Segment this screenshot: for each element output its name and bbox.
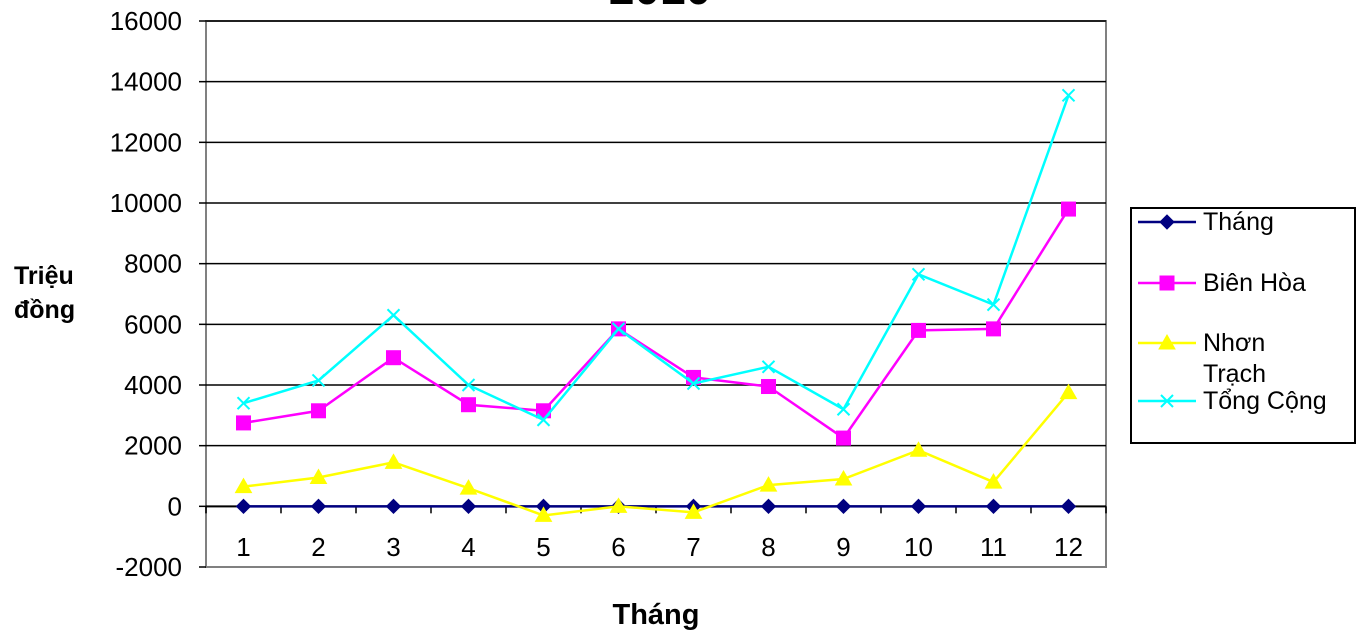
data-point <box>984 473 1003 489</box>
series-line <box>243 208 1070 440</box>
y-tick-label: 10000 <box>110 188 182 218</box>
x-tick-label: 5 <box>536 532 550 562</box>
data-point <box>761 379 776 395</box>
series-line <box>243 391 1070 517</box>
x-tick-label: 10 <box>904 532 933 562</box>
data-point <box>1061 88 1076 103</box>
data-point <box>836 430 851 446</box>
legend-label: Tổng Cộng <box>1203 387 1327 415</box>
x-tick-label: 7 <box>686 532 700 562</box>
data-point <box>236 396 251 410</box>
data-point <box>310 498 327 515</box>
data-point <box>235 498 252 515</box>
data-point <box>309 468 328 485</box>
y-tick-label: 14000 <box>110 67 182 97</box>
data-point <box>761 360 776 374</box>
legend-swatch-marker <box>1158 333 1176 350</box>
data-point <box>386 308 401 322</box>
y-tick-label: 8000 <box>124 249 182 279</box>
data-point <box>609 497 628 513</box>
data-point <box>835 498 852 515</box>
plot-area <box>205 20 1107 568</box>
data-point <box>834 470 853 486</box>
data-point <box>1060 498 1077 515</box>
data-point <box>760 498 777 515</box>
series-1 <box>236 201 1076 446</box>
series-0 <box>235 498 1077 515</box>
data-point <box>236 415 251 431</box>
data-point <box>759 476 778 492</box>
legend-label: Nhơn <box>1203 329 1265 357</box>
data-point <box>611 322 626 336</box>
data-point <box>684 503 703 519</box>
data-point <box>234 477 253 494</box>
data-point <box>910 498 927 515</box>
data-point <box>459 479 478 495</box>
legend-label: Biên Hòa <box>1203 269 1306 297</box>
x-tick-label: 4 <box>461 532 475 562</box>
legend-swatch-marker <box>1159 275 1175 291</box>
x-tick-label: 1 <box>236 532 250 562</box>
x-tick-label: 2 <box>311 532 325 562</box>
y-tick-label: 2000 <box>124 431 182 461</box>
x-axis-label: Tháng <box>613 599 700 631</box>
data-point <box>909 441 928 457</box>
y-tick-label: 0 <box>168 491 182 521</box>
y-tick-label: 16000 <box>110 6 182 36</box>
y-axis-label-line1: Triệu <box>14 262 74 290</box>
data-point <box>461 397 476 413</box>
legend-swatch-marker <box>1160 394 1174 408</box>
x-tick-label: 6 <box>611 532 625 562</box>
data-point <box>911 267 926 281</box>
x-tick-label: 9 <box>836 532 850 562</box>
data-point <box>911 322 926 338</box>
data-point <box>386 350 401 366</box>
data-point <box>385 498 402 515</box>
data-point <box>986 297 1001 312</box>
data-point <box>536 413 551 427</box>
data-point <box>1059 383 1078 400</box>
data-point <box>311 403 326 419</box>
data-point <box>836 402 851 416</box>
series-lines <box>234 88 1078 522</box>
y-tick-label: 4000 <box>124 370 182 400</box>
data-point <box>986 321 1001 337</box>
chart-title: 2010 <box>609 0 711 14</box>
data-point <box>384 453 403 469</box>
x-tick-label: 3 <box>386 532 400 562</box>
legend-swatch-marker <box>1159 214 1175 230</box>
series-2 <box>234 383 1078 522</box>
x-tick-label: 8 <box>761 532 775 562</box>
data-point <box>461 378 476 392</box>
series-line <box>243 94 1070 422</box>
x-tick-label: 11 <box>980 532 1007 562</box>
legend-box <box>1130 207 1356 444</box>
y-tick-label: 6000 <box>124 309 182 339</box>
y-tick-label: 12000 <box>110 127 182 157</box>
legend-label: Tháng <box>1203 208 1274 236</box>
legend-label-cont: Trạch <box>1203 360 1266 388</box>
data-point <box>686 376 701 391</box>
series-3 <box>236 88 1076 427</box>
data-point <box>311 373 326 388</box>
y-tick-label: -2000 <box>116 552 183 582</box>
data-point <box>460 498 477 515</box>
data-point <box>534 506 553 522</box>
data-point <box>1061 201 1076 217</box>
y-axis-label-line2: đồng <box>14 296 75 324</box>
x-tick-label: 12 <box>1054 532 1083 562</box>
data-point <box>985 498 1002 515</box>
y-axis-ticks: 16000 14000 12000 10000 8000 6000 4000 2000 0 -20… <box>110 6 206 582</box>
